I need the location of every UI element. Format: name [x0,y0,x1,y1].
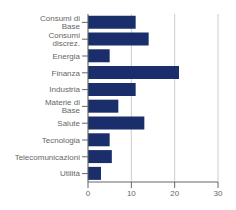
svg-text:Consumidiscrez.: Consumidiscrez. [48,31,80,48]
svg-text:30: 30 [214,189,223,198]
svg-text:Materie diBase: Materie diBase [45,98,81,115]
svg-text:10: 10 [127,189,136,198]
svg-text:Telecomunicazioni: Telecomunicazioni [15,153,81,162]
svg-text:20: 20 [170,189,179,198]
svg-text:0: 0 [86,189,91,198]
svg-text:Finanza: Finanza [52,69,81,78]
svg-text:Salute: Salute [57,119,80,128]
svg-text:Industria: Industria [49,85,80,94]
svg-text:Consumi diBase: Consumi diBase [40,14,81,31]
svg-text:Utilità: Utilità [60,169,81,178]
svg-text:Tecnologia: Tecnologia [42,136,81,145]
svg-text:Energia: Energia [52,52,80,61]
